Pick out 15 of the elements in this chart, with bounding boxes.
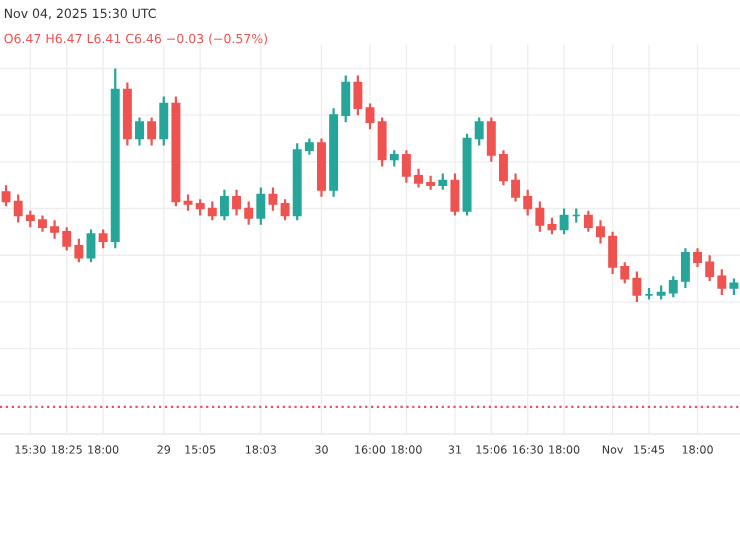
candlestick (377, 116, 387, 168)
candlestick (450, 172, 460, 217)
candlestick (86, 228, 96, 264)
candlestick (98, 228, 108, 250)
candlestick (159, 95, 169, 147)
candlestick (353, 74, 363, 117)
candlestick (256, 186, 266, 226)
candlestick (135, 116, 144, 147)
candlestick (219, 188, 229, 222)
candlestick (268, 186, 278, 212)
candlestick (280, 198, 290, 222)
candlestick (365, 102, 375, 131)
candlestick (147, 116, 157, 147)
candlestick (559, 207, 569, 236)
candlestick (317, 137, 326, 198)
